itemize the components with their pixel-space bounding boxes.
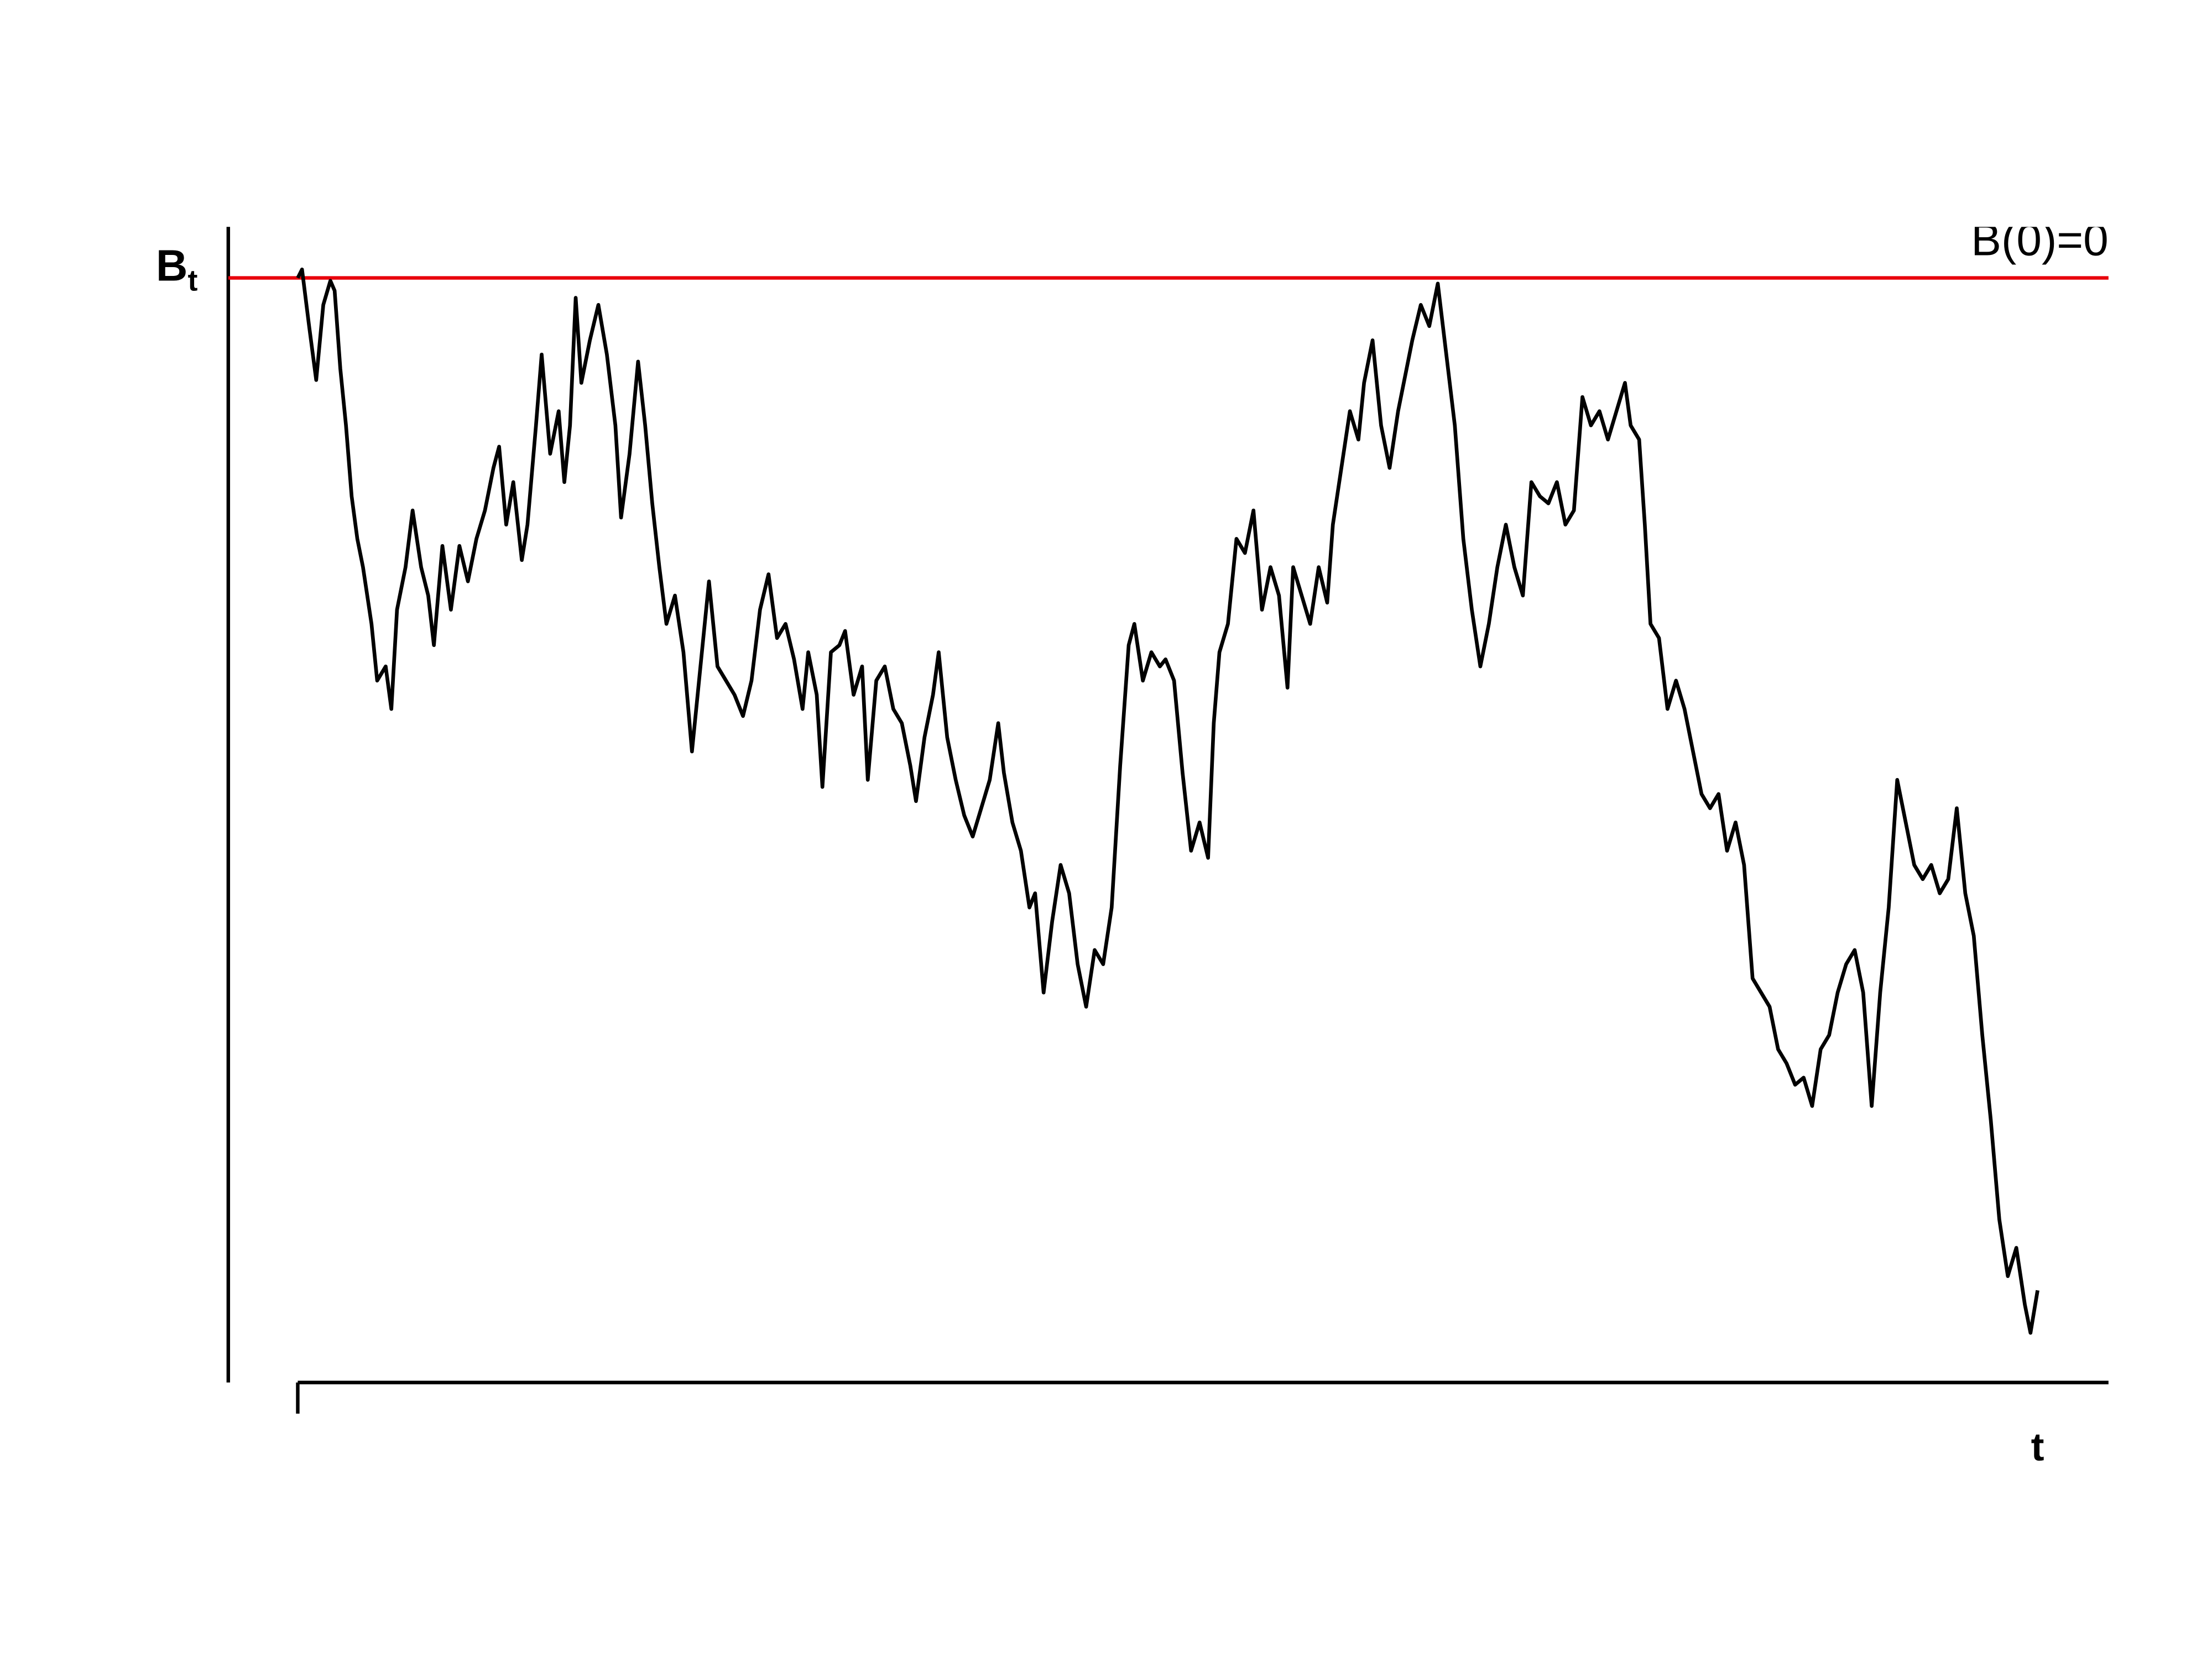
y-label-subscript: t <box>187 264 197 298</box>
reference-label: B(0)=0 <box>1971 215 2109 265</box>
series-line <box>296 267 2039 1335</box>
x-axis-label: t <box>2031 1425 2044 1469</box>
y-label-main: B <box>156 241 187 290</box>
y-axis-label: Bt <box>156 241 197 298</box>
